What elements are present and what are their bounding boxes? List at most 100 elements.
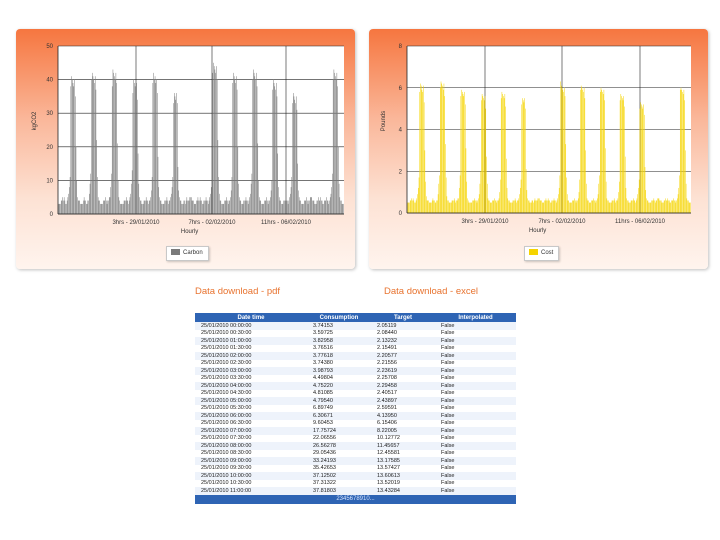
- bar: [327, 200, 329, 214]
- bar: [291, 177, 293, 214]
- col-header-consumption[interactable]: Consumption: [307, 313, 371, 322]
- bar: [138, 183, 140, 214]
- bar: [248, 200, 250, 214]
- cell-interpolated: False: [435, 427, 516, 435]
- bar: [89, 183, 91, 214]
- bar: [651, 200, 652, 213]
- cell-consumption: 6.89749: [307, 404, 371, 412]
- bar: [296, 109, 298, 214]
- bar: [674, 200, 675, 213]
- bar: [432, 198, 434, 213]
- bar: [411, 198, 412, 213]
- bar: [533, 202, 534, 213]
- bar: [115, 72, 117, 214]
- col-header-interpolated[interactable]: Interpolated: [435, 313, 516, 322]
- bar: [258, 180, 259, 214]
- bar: [263, 203, 264, 214]
- table-pager[interactable]: 2345678910...: [195, 494, 516, 504]
- bar: [168, 203, 169, 214]
- bar: [280, 200, 281, 214]
- cost-legend-swatch: [529, 249, 538, 256]
- bar: [598, 183, 600, 213]
- bar: [506, 187, 508, 213]
- bar: [157, 156, 159, 214]
- bar: [125, 200, 126, 214]
- table-row: 25/01/2010 11:00:00 37.81803 13.43284 False: [195, 487, 516, 495]
- bar: [343, 203, 344, 214]
- bar: [173, 103, 174, 214]
- bar: [103, 200, 104, 214]
- bar: [451, 200, 453, 213]
- bar: [170, 197, 171, 214]
- bar: [618, 192, 619, 214]
- cell-consumption: 17.75724: [307, 427, 371, 435]
- bar: [670, 202, 671, 213]
- bar: [183, 200, 185, 214]
- bar: [245, 197, 247, 214]
- bar: [131, 183, 132, 214]
- bar: [333, 69, 335, 214]
- bar: [264, 200, 265, 214]
- bar: [284, 200, 285, 214]
- bar: [338, 146, 339, 214]
- bar: [85, 200, 86, 214]
- x-tick-label: 11hrs - 06/02/2010: [615, 219, 666, 225]
- cell-datetime: 25/01/2010 10:30:00: [195, 479, 307, 487]
- bar: [629, 202, 630, 213]
- bar: [459, 175, 461, 213]
- bar: [599, 175, 600, 213]
- bar: [186, 197, 188, 214]
- bar: [503, 98, 505, 213]
- bar: [145, 200, 146, 214]
- bar: [522, 100, 524, 213]
- bar: [220, 200, 222, 214]
- bar: [660, 200, 661, 213]
- bar: [594, 200, 596, 213]
- bar: [262, 203, 264, 214]
- bar: [482, 96, 484, 213]
- bar: [137, 153, 139, 214]
- bar: [312, 200, 314, 214]
- bar: [585, 150, 586, 214]
- cell-target: 11.45657: [371, 442, 435, 450]
- bar: [136, 82, 137, 215]
- bar: [477, 200, 478, 213]
- bar: [633, 198, 634, 213]
- download-pdf-link[interactable]: Data download - pdf: [195, 286, 281, 297]
- bar: [663, 202, 664, 213]
- bar: [608, 200, 609, 213]
- bar: [632, 200, 633, 213]
- bar: [222, 203, 223, 214]
- bar: [270, 197, 271, 214]
- bar: [628, 202, 630, 213]
- cell-target: 13.52019: [371, 479, 435, 487]
- bar: [420, 83, 421, 213]
- col-header-datetime[interactable]: Date time: [195, 313, 307, 322]
- table-row: 25/01/2010 08:30:00 29.05436 12.45581 False: [195, 449, 516, 457]
- bar: [486, 156, 487, 213]
- bar: [564, 87, 565, 213]
- bar: [306, 197, 307, 214]
- bar: [336, 72, 338, 214]
- bar: [548, 200, 550, 213]
- bar: [463, 96, 465, 213]
- bar: [668, 200, 669, 213]
- col-header-target[interactable]: Target: [371, 313, 435, 322]
- bar: [278, 197, 280, 214]
- bar: [524, 98, 525, 213]
- bar: [320, 197, 321, 214]
- cell-target: 6.15406: [371, 419, 435, 427]
- bar: [237, 146, 239, 214]
- bar: [460, 96, 462, 213]
- bar: [340, 200, 341, 214]
- bar: [114, 76, 115, 214]
- bar: [154, 76, 156, 214]
- bar: [259, 197, 260, 214]
- bar: [473, 200, 475, 213]
- bar: [301, 203, 302, 214]
- bar: [267, 200, 268, 214]
- bar: [552, 200, 553, 213]
- download-excel-link[interactable]: Data download - excel: [384, 286, 478, 297]
- carbon-legend-swatch: [171, 249, 180, 256]
- cell-datetime: 25/01/2010 00:30:00: [195, 329, 307, 337]
